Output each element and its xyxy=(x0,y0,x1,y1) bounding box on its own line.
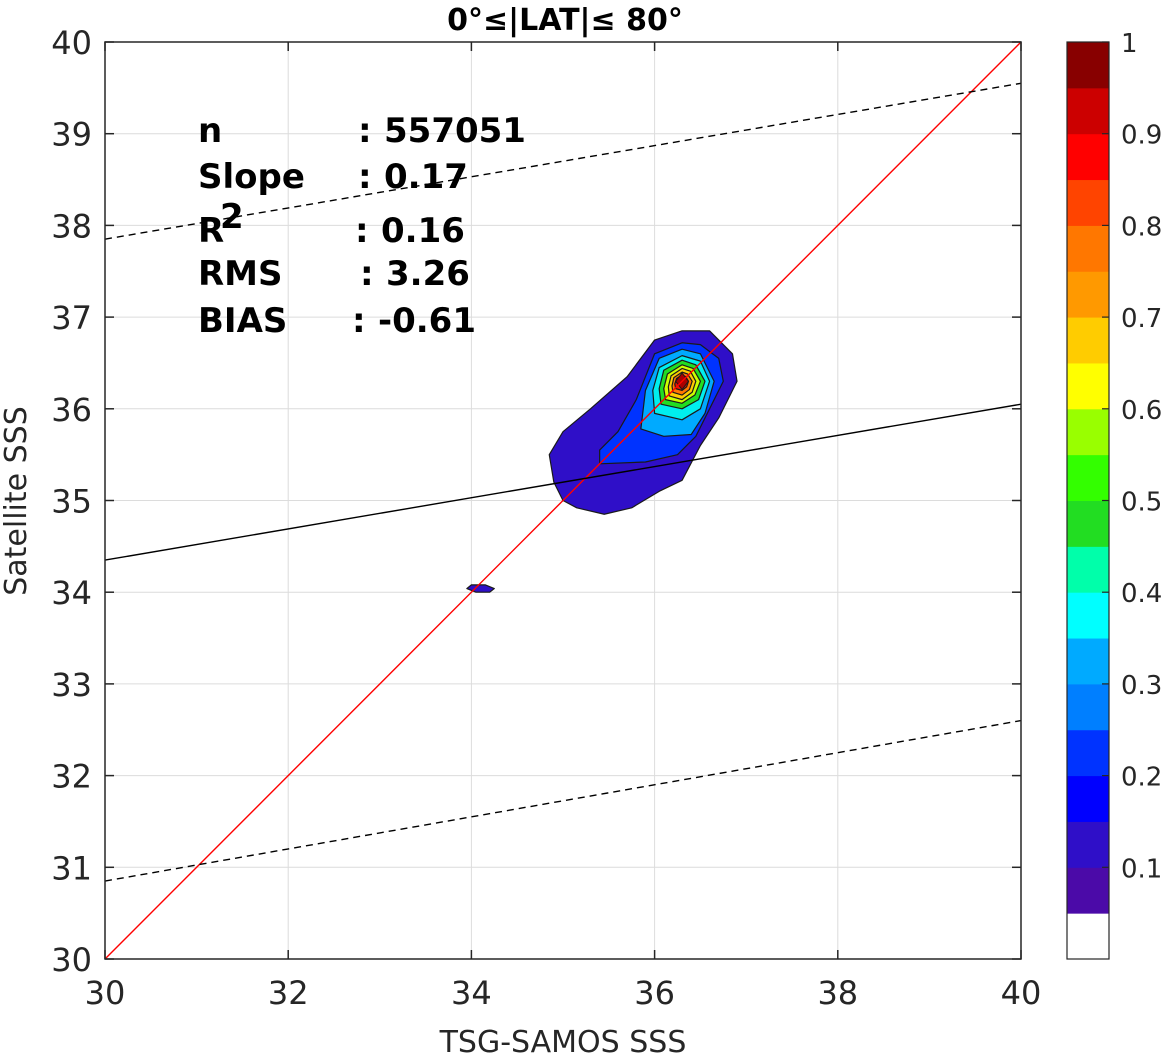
stat-separator-3: : xyxy=(360,254,374,294)
stats-box: n: 557051 Slope: 0.17 R2: 0.16 RMS: 3.26 BIA… xyxy=(198,111,526,341)
stat-separator-2: : xyxy=(355,211,369,251)
colorbar-tick-label: 0.7 xyxy=(1121,304,1162,334)
colorbar-tick-label: 0.8 xyxy=(1121,212,1162,242)
reference-lines xyxy=(104,41,1022,960)
colorbar-swatch-13 xyxy=(1067,317,1109,364)
y-axis-label: Satellite SSS xyxy=(0,406,34,596)
colorbar-tick-label: 0.3 xyxy=(1121,671,1162,701)
stat-label-3: RMS xyxy=(198,254,283,294)
regression-line xyxy=(104,403,1022,561)
colorbar-swatch-4 xyxy=(1067,729,1109,777)
y-tick-label: 39 xyxy=(51,116,92,154)
colorbar-swatch-10 xyxy=(1067,454,1109,501)
stat-label-0: n xyxy=(198,111,222,151)
x-axis-label: TSG-SAMOS SSS xyxy=(439,1025,687,1055)
colorbar-tick-label: 0.1 xyxy=(1121,854,1162,884)
colorbar-swatch-1 xyxy=(1067,867,1109,914)
stat-label-1: Slope xyxy=(198,157,305,197)
y-tick-label: 40 xyxy=(51,24,92,62)
colorbar-swatch-8 xyxy=(1067,546,1109,593)
y-tick-label: 36 xyxy=(51,391,92,429)
colorbar-tick-label: 1 xyxy=(1121,29,1138,59)
colorbar-swatch-16 xyxy=(1067,179,1109,226)
y-tick-label: 31 xyxy=(51,849,92,887)
y-tick-label: 33 xyxy=(51,666,92,704)
lower-bound-line xyxy=(104,719,1022,882)
x-tick-label: 30 xyxy=(85,974,126,1012)
stat-value-2: 0.16 xyxy=(381,211,465,251)
x-tick-label: 36 xyxy=(634,974,675,1012)
x-tick-label: 38 xyxy=(817,974,858,1012)
colorbar-tick-label: 0.2 xyxy=(1121,763,1162,793)
stat-superscript-2: 2 xyxy=(220,197,244,237)
stat-label-2: R xyxy=(198,211,224,251)
colorbar-tick-label: 0.4 xyxy=(1121,579,1162,609)
colorbar-tick-label: 0.9 xyxy=(1121,121,1162,151)
stat-value-4: -0.61 xyxy=(378,301,476,341)
upper-bound-line xyxy=(104,82,1022,240)
colorbar: 0.1 0.2 0.3 0.4 0.5 0.6 0.7 0.8 0.9 1 xyxy=(1066,29,1162,960)
stat-value-1: 0.17 xyxy=(384,157,468,197)
one-to-one-line xyxy=(104,41,1022,960)
colorbar-swatch-11 xyxy=(1067,408,1109,456)
chart-title: 0°≤|LAT|≤ 80° xyxy=(447,3,683,38)
colorbar-swatch-17 xyxy=(1067,133,1109,181)
y-tick-label: 34 xyxy=(51,574,92,612)
x-tick-label: 40 xyxy=(1001,974,1042,1012)
colorbar-swatch-2 xyxy=(1067,821,1109,868)
colorbar-swatch-6 xyxy=(1067,638,1109,685)
x-tick-label: 32 xyxy=(268,974,309,1012)
y-tick-label: 35 xyxy=(51,483,92,521)
colorbar-swatch-18 xyxy=(1067,87,1109,135)
colorbar-swatch-5 xyxy=(1067,683,1109,731)
colorbar-swatch-19 xyxy=(1067,42,1109,89)
y-tick-label: 30 xyxy=(51,941,92,979)
colorbar-tick-label: 0.6 xyxy=(1121,396,1162,426)
y-tick-label: 37 xyxy=(51,299,92,337)
colorbar-swatch-3 xyxy=(1067,775,1109,822)
y-tick-label: 38 xyxy=(51,207,92,245)
stat-label-4: BIAS xyxy=(198,301,287,341)
colorbar-swatch-12 xyxy=(1067,362,1109,410)
colorbar-swatch-7 xyxy=(1067,592,1109,639)
stat-value-3: 3.26 xyxy=(386,254,470,294)
stat-separator-0: : xyxy=(358,111,372,151)
colorbar-swatch-14 xyxy=(1067,271,1109,318)
colorbar-swatch-0 xyxy=(1067,913,1109,960)
stat-value-0: 557051 xyxy=(384,111,526,151)
density-contours xyxy=(466,330,738,593)
y-tick-label: 32 xyxy=(51,758,92,796)
colorbar-swatch-9 xyxy=(1067,500,1109,547)
colorbar-swatch-15 xyxy=(1067,225,1109,272)
axis-ticks: 30 32 34 36 38 40 30 31 32 33 34 35 36 37 38 39 40 xyxy=(51,24,1041,1012)
colorbar-tick-label: 0.5 xyxy=(1121,488,1162,518)
stat-separator-4: : xyxy=(352,301,366,341)
stat-separator-1: : xyxy=(358,157,372,197)
x-tick-label: 34 xyxy=(451,974,492,1012)
